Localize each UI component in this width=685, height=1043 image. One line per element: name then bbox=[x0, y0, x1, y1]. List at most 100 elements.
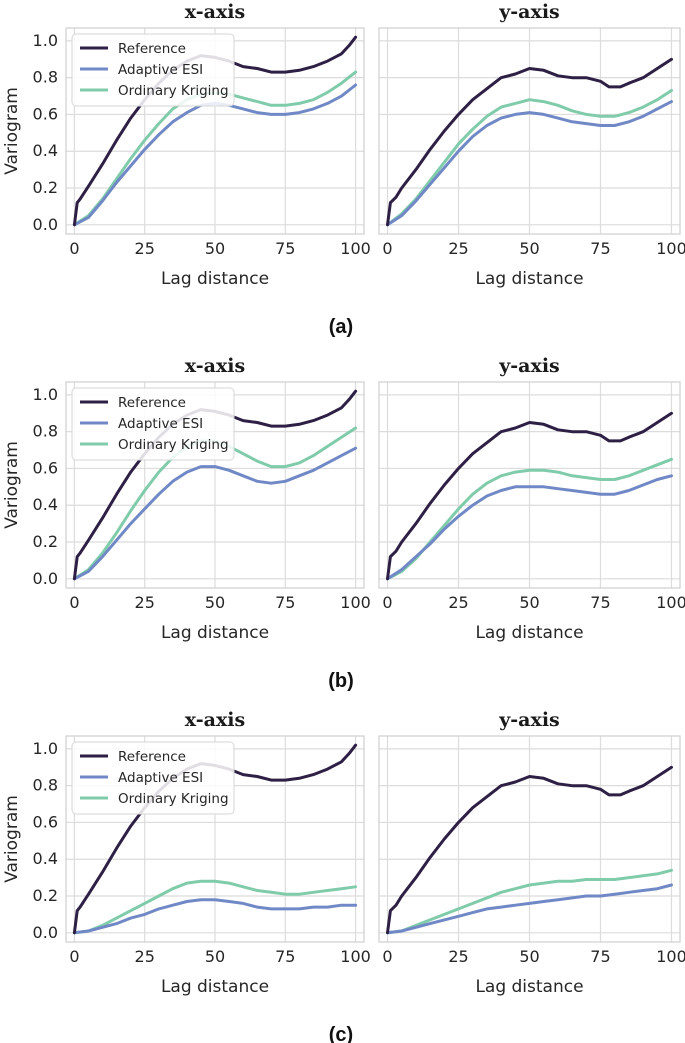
y-tick-label: 0.0 bbox=[33, 569, 58, 588]
y-tick-label: 0.4 bbox=[33, 849, 58, 868]
x-tick-label: 75 bbox=[275, 239, 295, 258]
series-line-adaptive-esi bbox=[72, 446, 358, 581]
x-axis-label: Lag distance bbox=[161, 623, 269, 643]
y-tick-label: 0.6 bbox=[33, 458, 58, 477]
y-tick-label: 0.4 bbox=[33, 495, 58, 514]
x-tick-label: 100 bbox=[340, 947, 371, 966]
series-line-adaptive-esi bbox=[386, 883, 673, 935]
plot-frame bbox=[378, 381, 681, 589]
panel-x-axis: 0 25 50 75 100 0.0 0.2 0.4 0.6 0.8 1.0 x-axis Lag di… bbox=[2, 355, 371, 643]
y-tick-label: 0.6 bbox=[33, 812, 58, 831]
x-tick-label: 100 bbox=[656, 593, 685, 612]
plot-frame bbox=[378, 27, 681, 235]
x-axis-label: Lag distance bbox=[161, 977, 269, 997]
x-tick-label: 25 bbox=[135, 239, 155, 258]
figure-caption: (a) bbox=[329, 316, 353, 338]
y-axis-label: Variogram bbox=[2, 441, 22, 529]
series-line-adaptive-esi bbox=[386, 474, 673, 581]
legend: Reference Adaptive ESI Ordinary Kriging bbox=[71, 741, 235, 815]
y-tick-label: 0.2 bbox=[33, 886, 58, 905]
figure-caption: (b) bbox=[328, 670, 354, 692]
figure-row-b: 0 25 50 75 100 0.0 0.2 0.4 0.6 0.8 1.0 x-axis Lag di… bbox=[2, 355, 685, 692]
x-tick-label: 25 bbox=[448, 593, 468, 612]
series-line-ordinary-kriging bbox=[72, 879, 358, 935]
panel-x-axis: 0 25 50 75 100 0.0 0.2 0.4 0.6 0.8 1.0 x-axis Lag di… bbox=[2, 709, 371, 997]
panel-title: y-axis bbox=[498, 1, 559, 23]
panel-y-axis: 0 25 50 75 100 y-axis Lag distance bbox=[378, 709, 685, 997]
panel-title: y-axis bbox=[498, 355, 559, 377]
x-tick-label: 100 bbox=[656, 947, 685, 966]
x-tick-label: 50 bbox=[519, 239, 539, 258]
y-tick-label: 0.8 bbox=[33, 68, 58, 87]
x-tick-label: 75 bbox=[590, 239, 610, 258]
series-line-ordinary-kriging bbox=[386, 89, 673, 227]
x-tick-label: 100 bbox=[656, 239, 685, 258]
legend-box bbox=[71, 741, 235, 815]
y-tick-label: 1.0 bbox=[33, 739, 58, 758]
x-tick-label: 75 bbox=[275, 593, 295, 612]
y-tick-label: 0.8 bbox=[33, 422, 58, 441]
legend-box bbox=[71, 387, 235, 461]
x-tick-label: 50 bbox=[205, 947, 225, 966]
x-axis-label: Lag distance bbox=[475, 977, 583, 997]
y-tick-label: 0.0 bbox=[33, 215, 58, 234]
series-line-reference bbox=[386, 765, 673, 935]
x-tick-label: 75 bbox=[590, 947, 610, 966]
plot-frame bbox=[65, 735, 365, 943]
legend: Reference Adaptive ESI Ordinary Kriging bbox=[71, 387, 235, 461]
x-tick-label: 100 bbox=[340, 593, 371, 612]
legend-label: Ordinary Kriging bbox=[118, 437, 229, 453]
plot-frame bbox=[65, 27, 365, 235]
panel-x-axis: 0 25 50 75 100 0.0 0.2 0.4 0.6 0.8 1.0 x-axis Lag di… bbox=[2, 1, 371, 289]
series-line-reference bbox=[386, 411, 673, 581]
y-tick-label: 0.4 bbox=[33, 141, 58, 160]
series-line-adaptive-esi bbox=[72, 898, 358, 935]
legend-label: Reference bbox=[118, 395, 186, 411]
y-tick-label: 1.0 bbox=[33, 31, 58, 50]
x-tick-label: 25 bbox=[448, 947, 468, 966]
figure-row-c: 0 25 50 75 100 0.0 0.2 0.4 0.6 0.8 1.0 x-axis Lag di… bbox=[2, 709, 685, 1043]
x-tick-label: 50 bbox=[205, 593, 225, 612]
y-tick-label: 0.8 bbox=[33, 776, 58, 795]
figure-caption: (c) bbox=[329, 1024, 353, 1043]
y-tick-label: 0.2 bbox=[33, 178, 58, 197]
y-tick-label: 0.6 bbox=[33, 104, 58, 123]
x-tick-label: 25 bbox=[135, 947, 155, 966]
series-line-adaptive-esi bbox=[386, 100, 673, 227]
panel-title: x-axis bbox=[185, 709, 245, 731]
legend-label: Adaptive ESI bbox=[118, 416, 203, 432]
plot-frame bbox=[65, 381, 365, 589]
legend-label: Adaptive ESI bbox=[118, 62, 203, 78]
x-tick-label: 75 bbox=[590, 593, 610, 612]
legend-label: Ordinary Kriging bbox=[118, 83, 229, 99]
x-tick-label: 0 bbox=[69, 239, 79, 258]
x-tick-label: 75 bbox=[275, 947, 295, 966]
legend-label: Reference bbox=[118, 749, 186, 765]
panel-title: x-axis bbox=[185, 355, 245, 377]
x-tick-label: 0 bbox=[382, 593, 392, 612]
x-axis-label: Lag distance bbox=[475, 623, 583, 643]
panel-y-axis: 0 25 50 75 100 y-axis Lag distance bbox=[378, 1, 685, 289]
legend-label: Ordinary Kriging bbox=[118, 791, 229, 807]
x-tick-label: 50 bbox=[519, 947, 539, 966]
x-tick-label: 25 bbox=[448, 239, 468, 258]
x-tick-label: 0 bbox=[69, 593, 79, 612]
y-tick-label: 1.0 bbox=[33, 385, 58, 404]
series-line-reference bbox=[386, 57, 673, 227]
y-tick-label: 0.0 bbox=[33, 923, 58, 942]
y-tick-label: 0.2 bbox=[33, 532, 58, 551]
x-tick-label: 0 bbox=[382, 947, 392, 966]
x-axis-label: Lag distance bbox=[161, 269, 269, 289]
x-tick-label: 100 bbox=[340, 239, 371, 258]
legend-label: Reference bbox=[118, 41, 186, 57]
series-line-ordinary-kriging bbox=[386, 457, 673, 581]
x-tick-label: 25 bbox=[135, 593, 155, 612]
x-tick-label: 0 bbox=[382, 239, 392, 258]
x-axis-label: Lag distance bbox=[475, 269, 583, 289]
series-line-ordinary-kriging bbox=[386, 868, 673, 935]
x-tick-label: 0 bbox=[69, 947, 79, 966]
x-tick-label: 50 bbox=[205, 239, 225, 258]
plot-frame bbox=[378, 735, 681, 943]
panel-title: y-axis bbox=[498, 709, 559, 731]
y-axis-label: Variogram bbox=[2, 795, 22, 883]
